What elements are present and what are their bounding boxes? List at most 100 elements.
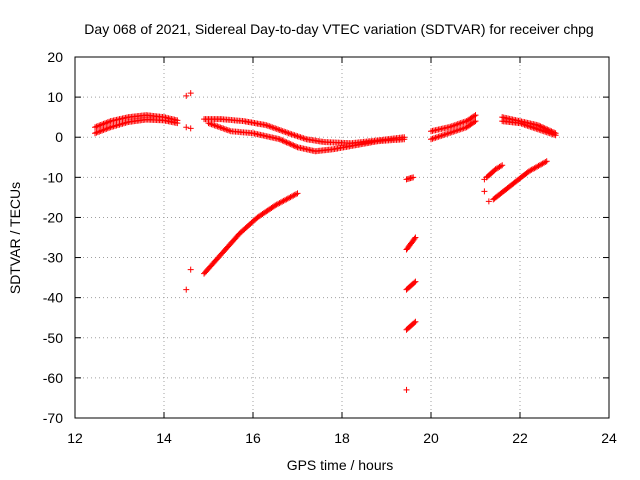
data-point [294, 133, 301, 140]
y-tick-label: -30 [43, 250, 63, 266]
track-arc-9 [490, 158, 550, 203]
data-point [284, 129, 291, 136]
data-point [99, 121, 106, 128]
data-point [522, 122, 529, 129]
data-point [411, 235, 418, 242]
data-point [298, 134, 305, 141]
data-point [106, 124, 113, 131]
x-tick-label: 12 [67, 430, 83, 446]
data-point [445, 130, 452, 137]
data-point [542, 159, 549, 166]
track-arc-5 [428, 112, 479, 135]
data-point [293, 191, 300, 198]
track-arc-3 [205, 120, 408, 155]
y-tick-label: -20 [43, 209, 63, 225]
data-point [272, 125, 279, 132]
y-tick-label: -70 [43, 410, 63, 426]
data-point [527, 123, 534, 130]
data-points [92, 90, 559, 393]
data-point [531, 125, 538, 132]
track-arc-10 [483, 162, 506, 181]
data-point [183, 286, 190, 293]
data-point [543, 129, 550, 136]
data-point [530, 124, 537, 131]
data-point [451, 128, 458, 135]
data-point [456, 120, 463, 127]
data-point [293, 132, 300, 139]
data-point [297, 134, 304, 141]
data-point [284, 139, 291, 146]
data-point [286, 140, 293, 147]
data-point [211, 122, 218, 129]
data-point [187, 90, 194, 97]
data-point [436, 133, 443, 140]
data-point [412, 234, 419, 241]
data-point [266, 123, 273, 130]
data-point [288, 131, 295, 138]
data-point [183, 92, 190, 99]
data-point [451, 122, 458, 129]
data-point [412, 278, 419, 285]
data-point [411, 279, 418, 286]
x-tick-label: 24 [601, 430, 617, 446]
y-tick-label: -60 [43, 370, 63, 386]
data-point [472, 112, 479, 119]
x-tick-label: 22 [512, 430, 528, 446]
data-point [525, 123, 532, 130]
data-point [285, 130, 292, 137]
x-tick-label: 18 [334, 430, 350, 446]
track-seg-c [403, 278, 419, 293]
data-point [428, 136, 434, 143]
data-point [462, 124, 469, 131]
data-point [552, 132, 559, 139]
data-point [208, 121, 215, 128]
data-point [481, 188, 488, 195]
data-point [282, 129, 289, 136]
data-point [289, 141, 296, 148]
data-point [291, 132, 298, 139]
data-point [276, 127, 283, 134]
data-point [459, 119, 466, 126]
data-point [497, 163, 504, 170]
data-point [209, 121, 216, 128]
data-point [103, 125, 110, 132]
data-point [290, 142, 297, 149]
data-point [450, 122, 457, 129]
data-point [499, 162, 506, 169]
data-point [224, 127, 231, 134]
data-point [472, 118, 479, 125]
data-point [97, 122, 104, 129]
data-point [97, 128, 104, 135]
data-point [459, 125, 466, 132]
data-point [549, 131, 556, 138]
data-point [218, 124, 225, 131]
data-point [454, 121, 461, 128]
data-point [442, 131, 449, 138]
data-point [214, 123, 221, 130]
data-point [99, 127, 106, 134]
data-point [217, 124, 224, 131]
data-point [460, 119, 467, 126]
data-point [94, 129, 101, 136]
data-point [106, 118, 113, 125]
data-point [206, 120, 213, 127]
data-point [543, 158, 550, 165]
data-point [275, 126, 282, 133]
data-point [220, 125, 227, 132]
data-point [103, 119, 110, 126]
data-point [485, 198, 492, 205]
data-point [93, 123, 100, 130]
data-point [429, 135, 436, 142]
data-point [205, 120, 212, 127]
data-point [548, 130, 555, 137]
data-point [447, 129, 454, 136]
y-axis-label: SDTVAR / TECUs [7, 182, 23, 294]
data-point [96, 122, 103, 129]
y-tick-label: -50 [43, 330, 63, 346]
data-point [187, 125, 194, 132]
data-point [521, 121, 528, 128]
data-point [460, 125, 467, 132]
data-point [100, 120, 107, 127]
data-point [545, 129, 552, 136]
data-point [517, 120, 523, 127]
